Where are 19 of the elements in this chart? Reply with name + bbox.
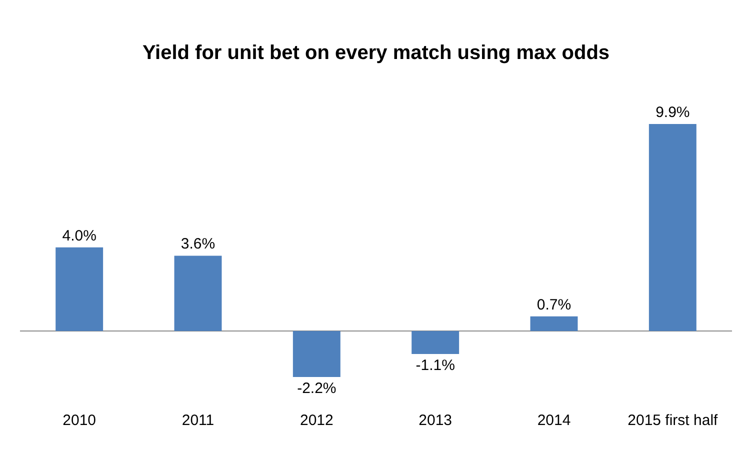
data-label: 3.6% — [180, 236, 216, 253]
x-tick-label: 2014 — [537, 412, 571, 429]
data-label: 9.9% — [656, 104, 690, 122]
data-label: -1.1% — [416, 356, 455, 374]
data-label: 4.0% — [62, 227, 96, 244]
x-tick-label: 2015 first half — [628, 412, 719, 429]
x-tick-label: 2010 — [62, 412, 96, 429]
bar — [648, 124, 696, 331]
x-tick-label: 2012 — [300, 412, 334, 429]
data-label: -2.2% — [297, 380, 336, 397]
data-label: 0.7% — [536, 296, 572, 314]
bar — [56, 247, 104, 331]
chart-title: Yield for unit bet on every match using max odds — [142, 42, 610, 64]
bar — [174, 256, 222, 331]
bar — [412, 330, 460, 354]
bar — [530, 316, 578, 331]
x-tick-label: 2011 — [182, 412, 214, 429]
x-tick-label: 2013 — [418, 412, 452, 429]
bar — [292, 330, 340, 377]
